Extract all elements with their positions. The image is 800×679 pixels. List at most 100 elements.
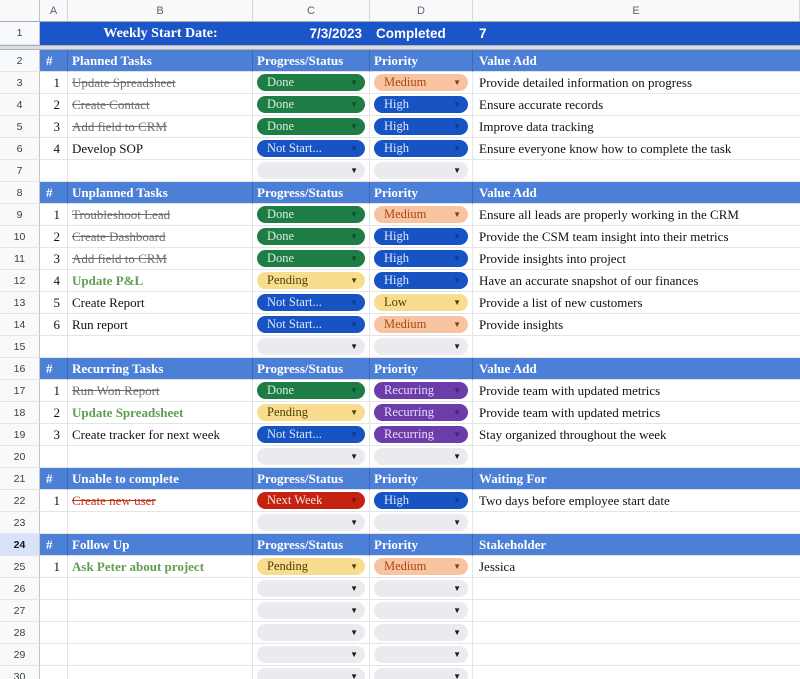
row-header[interactable]: 23 bbox=[0, 512, 40, 534]
task-number-cell[interactable]: 2 bbox=[40, 94, 68, 116]
priority-cell[interactable]: Medium ▼ bbox=[370, 72, 473, 94]
dropdown-chip[interactable]: ▼ bbox=[374, 668, 468, 679]
weekly-start-date-label[interactable]: Weekly Start Date: bbox=[68, 22, 253, 45]
row-header[interactable]: 10 bbox=[0, 226, 40, 248]
row-header[interactable]: 4 bbox=[0, 94, 40, 116]
empty-task-cell[interactable] bbox=[68, 666, 253, 679]
dropdown-chip[interactable]: ▼ bbox=[257, 668, 365, 679]
note-cell[interactable]: Provide insights into project bbox=[473, 248, 800, 270]
task-name-cell[interactable]: Add field to CRM bbox=[68, 116, 253, 138]
priority-cell[interactable]: ▼ bbox=[370, 644, 473, 666]
priority-cell[interactable]: High ▼ bbox=[370, 490, 473, 512]
dropdown-chip[interactable]: ▼ bbox=[257, 338, 365, 355]
note-cell[interactable]: Provide a list of new customers bbox=[473, 292, 800, 314]
dropdown-chip[interactable]: Not Start... ▼ bbox=[257, 294, 365, 311]
status-cell[interactable]: Not Start... ▼ bbox=[253, 424, 370, 446]
task-name-cell[interactable]: Add field to CRM bbox=[68, 248, 253, 270]
empty-number-cell[interactable] bbox=[40, 512, 68, 534]
note-cell[interactable]: Provide detailed information on progress bbox=[473, 72, 800, 94]
priority-cell[interactable]: Recurring ▼ bbox=[370, 424, 473, 446]
dropdown-chip[interactable]: Done ▼ bbox=[257, 118, 365, 135]
dropdown-chip[interactable]: Done ▼ bbox=[257, 382, 365, 399]
priority-cell[interactable]: High ▼ bbox=[370, 116, 473, 138]
dropdown-chip[interactable]: High ▼ bbox=[374, 272, 468, 289]
task-name-cell[interactable]: Create Report bbox=[68, 292, 253, 314]
row-header[interactable]: 30 bbox=[0, 666, 40, 679]
empty-number-cell[interactable] bbox=[40, 446, 68, 468]
status-cell[interactable]: ▼ bbox=[253, 160, 370, 182]
task-name-cell[interactable]: Create Dashboard bbox=[68, 226, 253, 248]
completed-count[interactable]: 7 bbox=[473, 22, 800, 45]
priority-cell[interactable]: Low ▼ bbox=[370, 292, 473, 314]
section-progress-header-cell[interactable]: Progress/Status bbox=[253, 358, 370, 380]
task-number-cell[interactable]: 1 bbox=[40, 490, 68, 512]
priority-cell[interactable]: ▼ bbox=[370, 336, 473, 358]
section-value-header-cell[interactable]: Value Add bbox=[473, 182, 800, 204]
dropdown-chip[interactable]: Not Start... ▼ bbox=[257, 140, 365, 157]
note-cell[interactable]: Ensure accurate records bbox=[473, 94, 800, 116]
dropdown-chip[interactable]: Done ▼ bbox=[257, 228, 365, 245]
task-name-cell[interactable]: Update Spreadsheet bbox=[68, 72, 253, 94]
status-cell[interactable]: Done ▼ bbox=[253, 226, 370, 248]
section-hash-cell[interactable]: # bbox=[40, 468, 68, 490]
row-header[interactable]: 5 bbox=[0, 116, 40, 138]
row-header[interactable]: 1 bbox=[0, 22, 40, 45]
row-header[interactable]: 13 bbox=[0, 292, 40, 314]
section-progress-header-cell[interactable]: Progress/Status bbox=[253, 468, 370, 490]
status-cell[interactable]: ▼ bbox=[253, 644, 370, 666]
dropdown-chip[interactable]: Done ▼ bbox=[257, 74, 365, 91]
row-header[interactable]: 19 bbox=[0, 424, 40, 446]
empty-note-cell[interactable] bbox=[473, 622, 800, 644]
task-name-cell[interactable]: Run report bbox=[68, 314, 253, 336]
dropdown-chip[interactable]: Medium ▼ bbox=[374, 316, 468, 333]
section-priority-header-cell[interactable]: Priority bbox=[370, 358, 473, 380]
select-all-corner[interactable] bbox=[0, 0, 40, 22]
row-header[interactable]: 8 bbox=[0, 182, 40, 204]
status-cell[interactable]: ▼ bbox=[253, 600, 370, 622]
row-header[interactable]: 14 bbox=[0, 314, 40, 336]
task-number-cell[interactable]: 1 bbox=[40, 204, 68, 226]
empty-note-cell[interactable] bbox=[473, 336, 800, 358]
status-cell[interactable]: Done ▼ bbox=[253, 380, 370, 402]
row-header[interactable]: 3 bbox=[0, 72, 40, 94]
priority-cell[interactable]: Recurring ▼ bbox=[370, 380, 473, 402]
column-header-c[interactable]: C bbox=[253, 0, 370, 22]
task-number-cell[interactable]: 3 bbox=[40, 116, 68, 138]
task-name-cell[interactable]: Develop SOP bbox=[68, 138, 253, 160]
row-header[interactable]: 11 bbox=[0, 248, 40, 270]
section-hash-cell[interactable]: # bbox=[40, 50, 68, 72]
section-title-cell[interactable]: Recurring Tasks bbox=[68, 358, 253, 380]
dropdown-chip[interactable]: ▼ bbox=[257, 448, 365, 465]
status-cell[interactable]: Not Start... ▼ bbox=[253, 292, 370, 314]
empty-note-cell[interactable] bbox=[473, 578, 800, 600]
section-value-header-cell[interactable]: Value Add bbox=[473, 358, 800, 380]
note-cell[interactable]: Two days before employee start date bbox=[473, 490, 800, 512]
task-number-cell[interactable]: 1 bbox=[40, 380, 68, 402]
empty-note-cell[interactable] bbox=[473, 160, 800, 182]
empty-number-cell[interactable] bbox=[40, 160, 68, 182]
priority-cell[interactable]: High ▼ bbox=[370, 226, 473, 248]
empty-note-cell[interactable] bbox=[473, 600, 800, 622]
section-hash-cell[interactable]: # bbox=[40, 358, 68, 380]
priority-cell[interactable]: Medium ▼ bbox=[370, 204, 473, 226]
dropdown-chip[interactable]: Medium ▼ bbox=[374, 74, 468, 91]
status-cell[interactable]: Done ▼ bbox=[253, 204, 370, 226]
row-header[interactable]: 22 bbox=[0, 490, 40, 512]
section-priority-header-cell[interactable]: Priority bbox=[370, 182, 473, 204]
section-value-header-cell[interactable]: Stakeholder bbox=[473, 534, 800, 556]
dropdown-chip[interactable]: Not Start... ▼ bbox=[257, 316, 365, 333]
priority-cell[interactable]: High ▼ bbox=[370, 248, 473, 270]
title-cell-a[interactable] bbox=[40, 22, 68, 45]
week-date[interactable]: 7/3/2023 bbox=[253, 22, 370, 45]
status-cell[interactable]: Pending ▼ bbox=[253, 556, 370, 578]
note-cell[interactable]: Provide team with updated metrics bbox=[473, 402, 800, 424]
priority-cell[interactable]: ▼ bbox=[370, 578, 473, 600]
note-cell[interactable]: Provide team with updated metrics bbox=[473, 380, 800, 402]
task-name-cell[interactable]: Update Spreadsheet bbox=[68, 402, 253, 424]
note-cell[interactable]: Provide insights bbox=[473, 314, 800, 336]
dropdown-chip[interactable]: Done ▼ bbox=[257, 250, 365, 267]
priority-cell[interactable]: High ▼ bbox=[370, 94, 473, 116]
note-cell[interactable]: Improve data tracking bbox=[473, 116, 800, 138]
section-priority-header-cell[interactable]: Priority bbox=[370, 50, 473, 72]
empty-number-cell[interactable] bbox=[40, 578, 68, 600]
